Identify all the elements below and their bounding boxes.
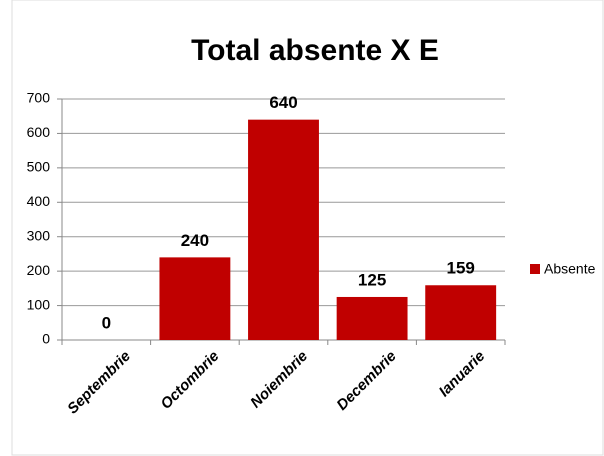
y-tick-label: 300 xyxy=(27,227,51,243)
chart-title: Total absente X E xyxy=(191,34,439,67)
value-label: 240 xyxy=(181,231,209,250)
y-tick-label: 600 xyxy=(27,124,51,140)
legend-label: Absente xyxy=(544,261,596,277)
bar xyxy=(425,285,497,340)
y-tick-label: 700 xyxy=(27,90,51,106)
legend-swatch xyxy=(530,264,540,274)
bar xyxy=(248,119,319,341)
value-label: 125 xyxy=(358,270,386,289)
y-tick-label: 100 xyxy=(27,296,51,312)
y-tick-label: 400 xyxy=(27,193,51,209)
y-tick-label: 0 xyxy=(42,331,50,347)
value-label: 0 xyxy=(102,313,111,332)
value-label: 159 xyxy=(447,259,475,278)
bar xyxy=(336,296,408,340)
bar xyxy=(159,257,231,340)
y-tick-label: 200 xyxy=(27,262,51,278)
value-label: 640 xyxy=(269,93,297,112)
y-tick-label: 500 xyxy=(27,159,51,175)
